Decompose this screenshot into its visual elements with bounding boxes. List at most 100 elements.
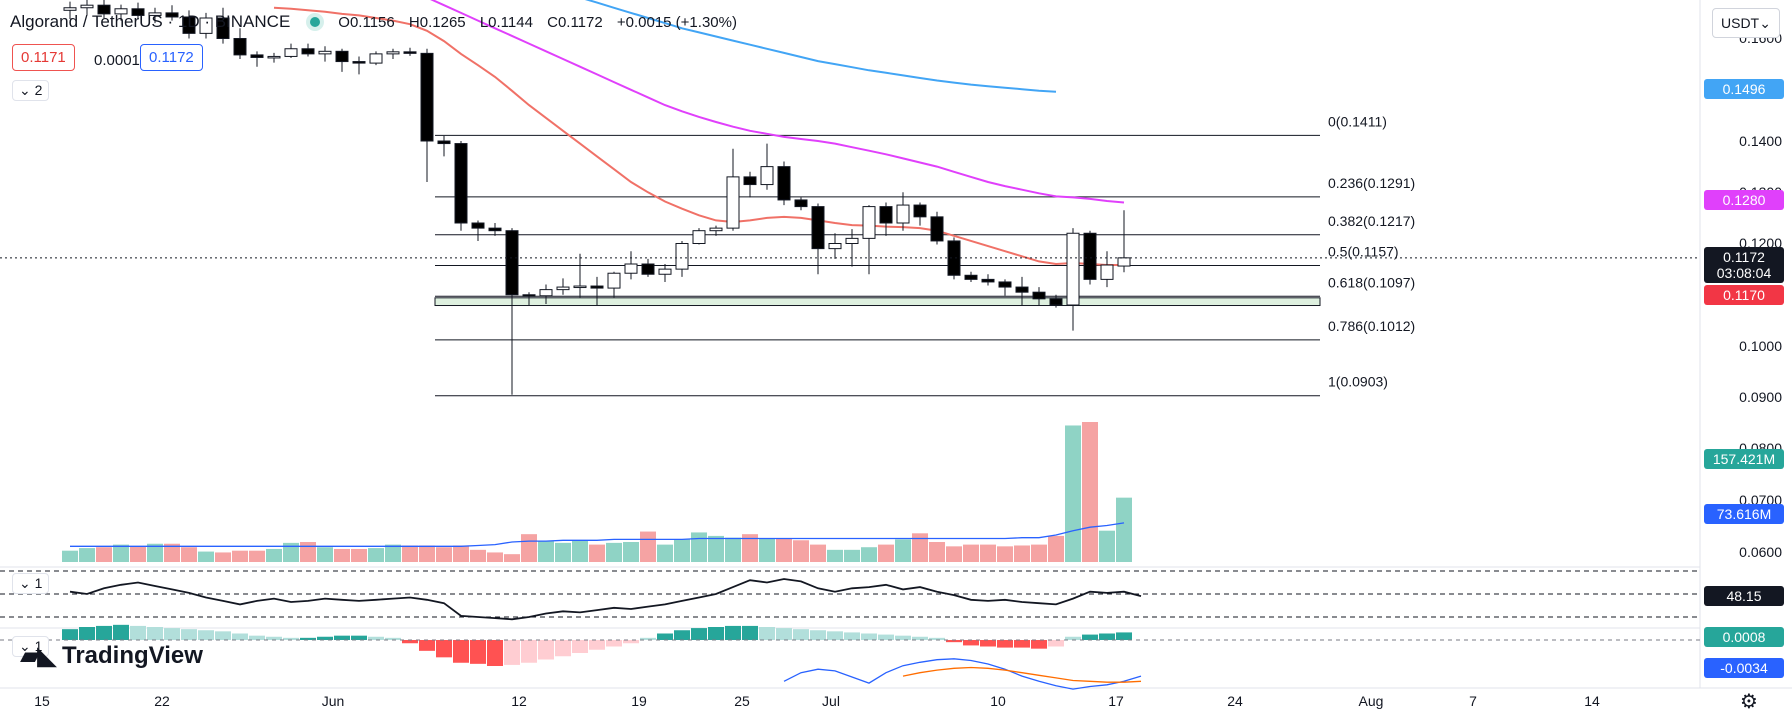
fib-level-label: 1(0.0903) [1328,374,1388,390]
volume-bar [79,548,95,562]
macd-histogram-bar [181,629,197,640]
volume-bar [708,535,724,562]
volume-bar [266,548,282,562]
candle-body [1032,291,1046,300]
macd-histogram-bar [402,640,418,644]
symbol-title[interactable]: Algorand / TetherUS · 1D · BINANCE [10,12,291,31]
y-axis-tick-label: 0.1000 [1739,338,1782,354]
x-axis-tick-label: Jul [822,693,840,709]
macd-histogram-bar [62,629,78,640]
volume-bar [504,554,520,562]
macd-histogram-bar [827,631,843,640]
volume-bar [844,549,860,562]
macd-histogram-bar [861,633,877,640]
macd-histogram-bar [606,640,622,647]
macd-histogram-bar [1099,633,1115,640]
candle-body [522,294,536,297]
moving-average-ma20 [273,6,1124,266]
volume-bar [334,548,350,562]
sell-price-button[interactable]: 0.1171 [12,44,75,71]
macd-histogram-bar [266,636,282,640]
macd-histogram-bar [1065,636,1081,640]
macd-histogram-bar [436,640,452,658]
macd-histogram-bar [385,637,401,640]
candle-body [607,272,621,289]
candle-body [726,176,740,229]
volume-bar [1031,544,1047,562]
macd-value-label [1704,658,1784,678]
candle-body [777,166,791,201]
macd-histogram-bar [759,627,775,640]
macd-histogram-bar [997,640,1013,648]
x-axis-tick-label: 22 [154,693,170,709]
rsi-collapse-button[interactable]: ⌄ 1 [12,573,50,594]
candle-body [556,286,570,291]
x-axis-tick-label: Aug [1359,693,1384,709]
volume-bar [130,546,146,562]
candle-body [981,278,995,283]
candle-body [794,199,808,208]
volume-bar [368,548,384,562]
candle-body [828,243,842,250]
macd-histogram-bar [810,630,826,640]
volume-bar [453,545,469,562]
fib-level-label: 0.382(0.1217) [1328,213,1415,229]
candle-body [471,222,485,229]
price-axis-label [1704,79,1784,99]
macd-value-text: -0.0034 [1720,660,1768,676]
macd-histogram-bar [980,640,996,647]
macd-histogram-bar [1116,632,1132,640]
moving-average-ma50 [430,0,1125,204]
macd-histogram-bar [164,628,180,640]
volume-bar [96,547,112,562]
x-axis-tick-label: 7 [1469,693,1477,709]
macd-histogram-bar [1048,640,1064,647]
candle-body [386,51,400,55]
candle-body [403,51,417,54]
price-axis-label [1704,247,1784,283]
candle-body [862,206,876,239]
macd-histogram-bar [130,625,146,640]
volume-value-label [1704,449,1784,469]
currency-select[interactable]: USDT ⌄ [1712,8,1780,38]
macd-histogram-bar [419,640,435,651]
candle-body [913,204,927,218]
candle-body [1117,257,1131,267]
candle-body [505,230,519,296]
macd-histogram-bar [776,628,792,640]
currency-label: USDT [1721,15,1760,31]
volume-bar [419,545,435,562]
candle-body [267,55,281,59]
symbol-header: Algorand / TetherUS · 1D · BINANCE O0.11… [10,12,737,32]
price-axis-label-text: 0.1172 [1723,249,1765,265]
macd-histogram-bar [453,640,469,663]
candle-body [743,176,757,186]
volume-bar [640,531,656,562]
volume-bar [946,546,962,562]
tradingview-logo[interactable]: ▰◣ TradingView [20,640,203,671]
buy-price-button[interactable]: 0.1172 [140,44,203,71]
volume-bar [1116,497,1132,562]
macd-histogram-bar [147,627,163,640]
candle-body [216,17,230,39]
candle-body [352,61,366,64]
volume-bar [980,544,996,562]
macd-histogram-bar [963,640,979,646]
volume-bar [1048,535,1064,562]
macd-histogram-bar [708,627,724,640]
candle-body [165,12,179,18]
candle-body [947,240,961,276]
macd-collapse-button[interactable]: ⌄ 1 [12,636,50,657]
macd-histogram-label [1704,627,1784,647]
volume-bar [555,542,571,562]
indicators-collapse-button[interactable]: ⌄ 2 [12,80,50,101]
settings-gear-icon[interactable]: ⚙ [1740,691,1758,713]
macd-histogram-bar [249,635,265,640]
macd-histogram-bar [368,636,384,640]
volume-bar [1099,530,1115,562]
candle-body [63,7,77,11]
x-axis-tick-label: 24 [1227,693,1243,709]
volume-bar [793,540,809,562]
macd-histogram-bar [657,633,673,640]
